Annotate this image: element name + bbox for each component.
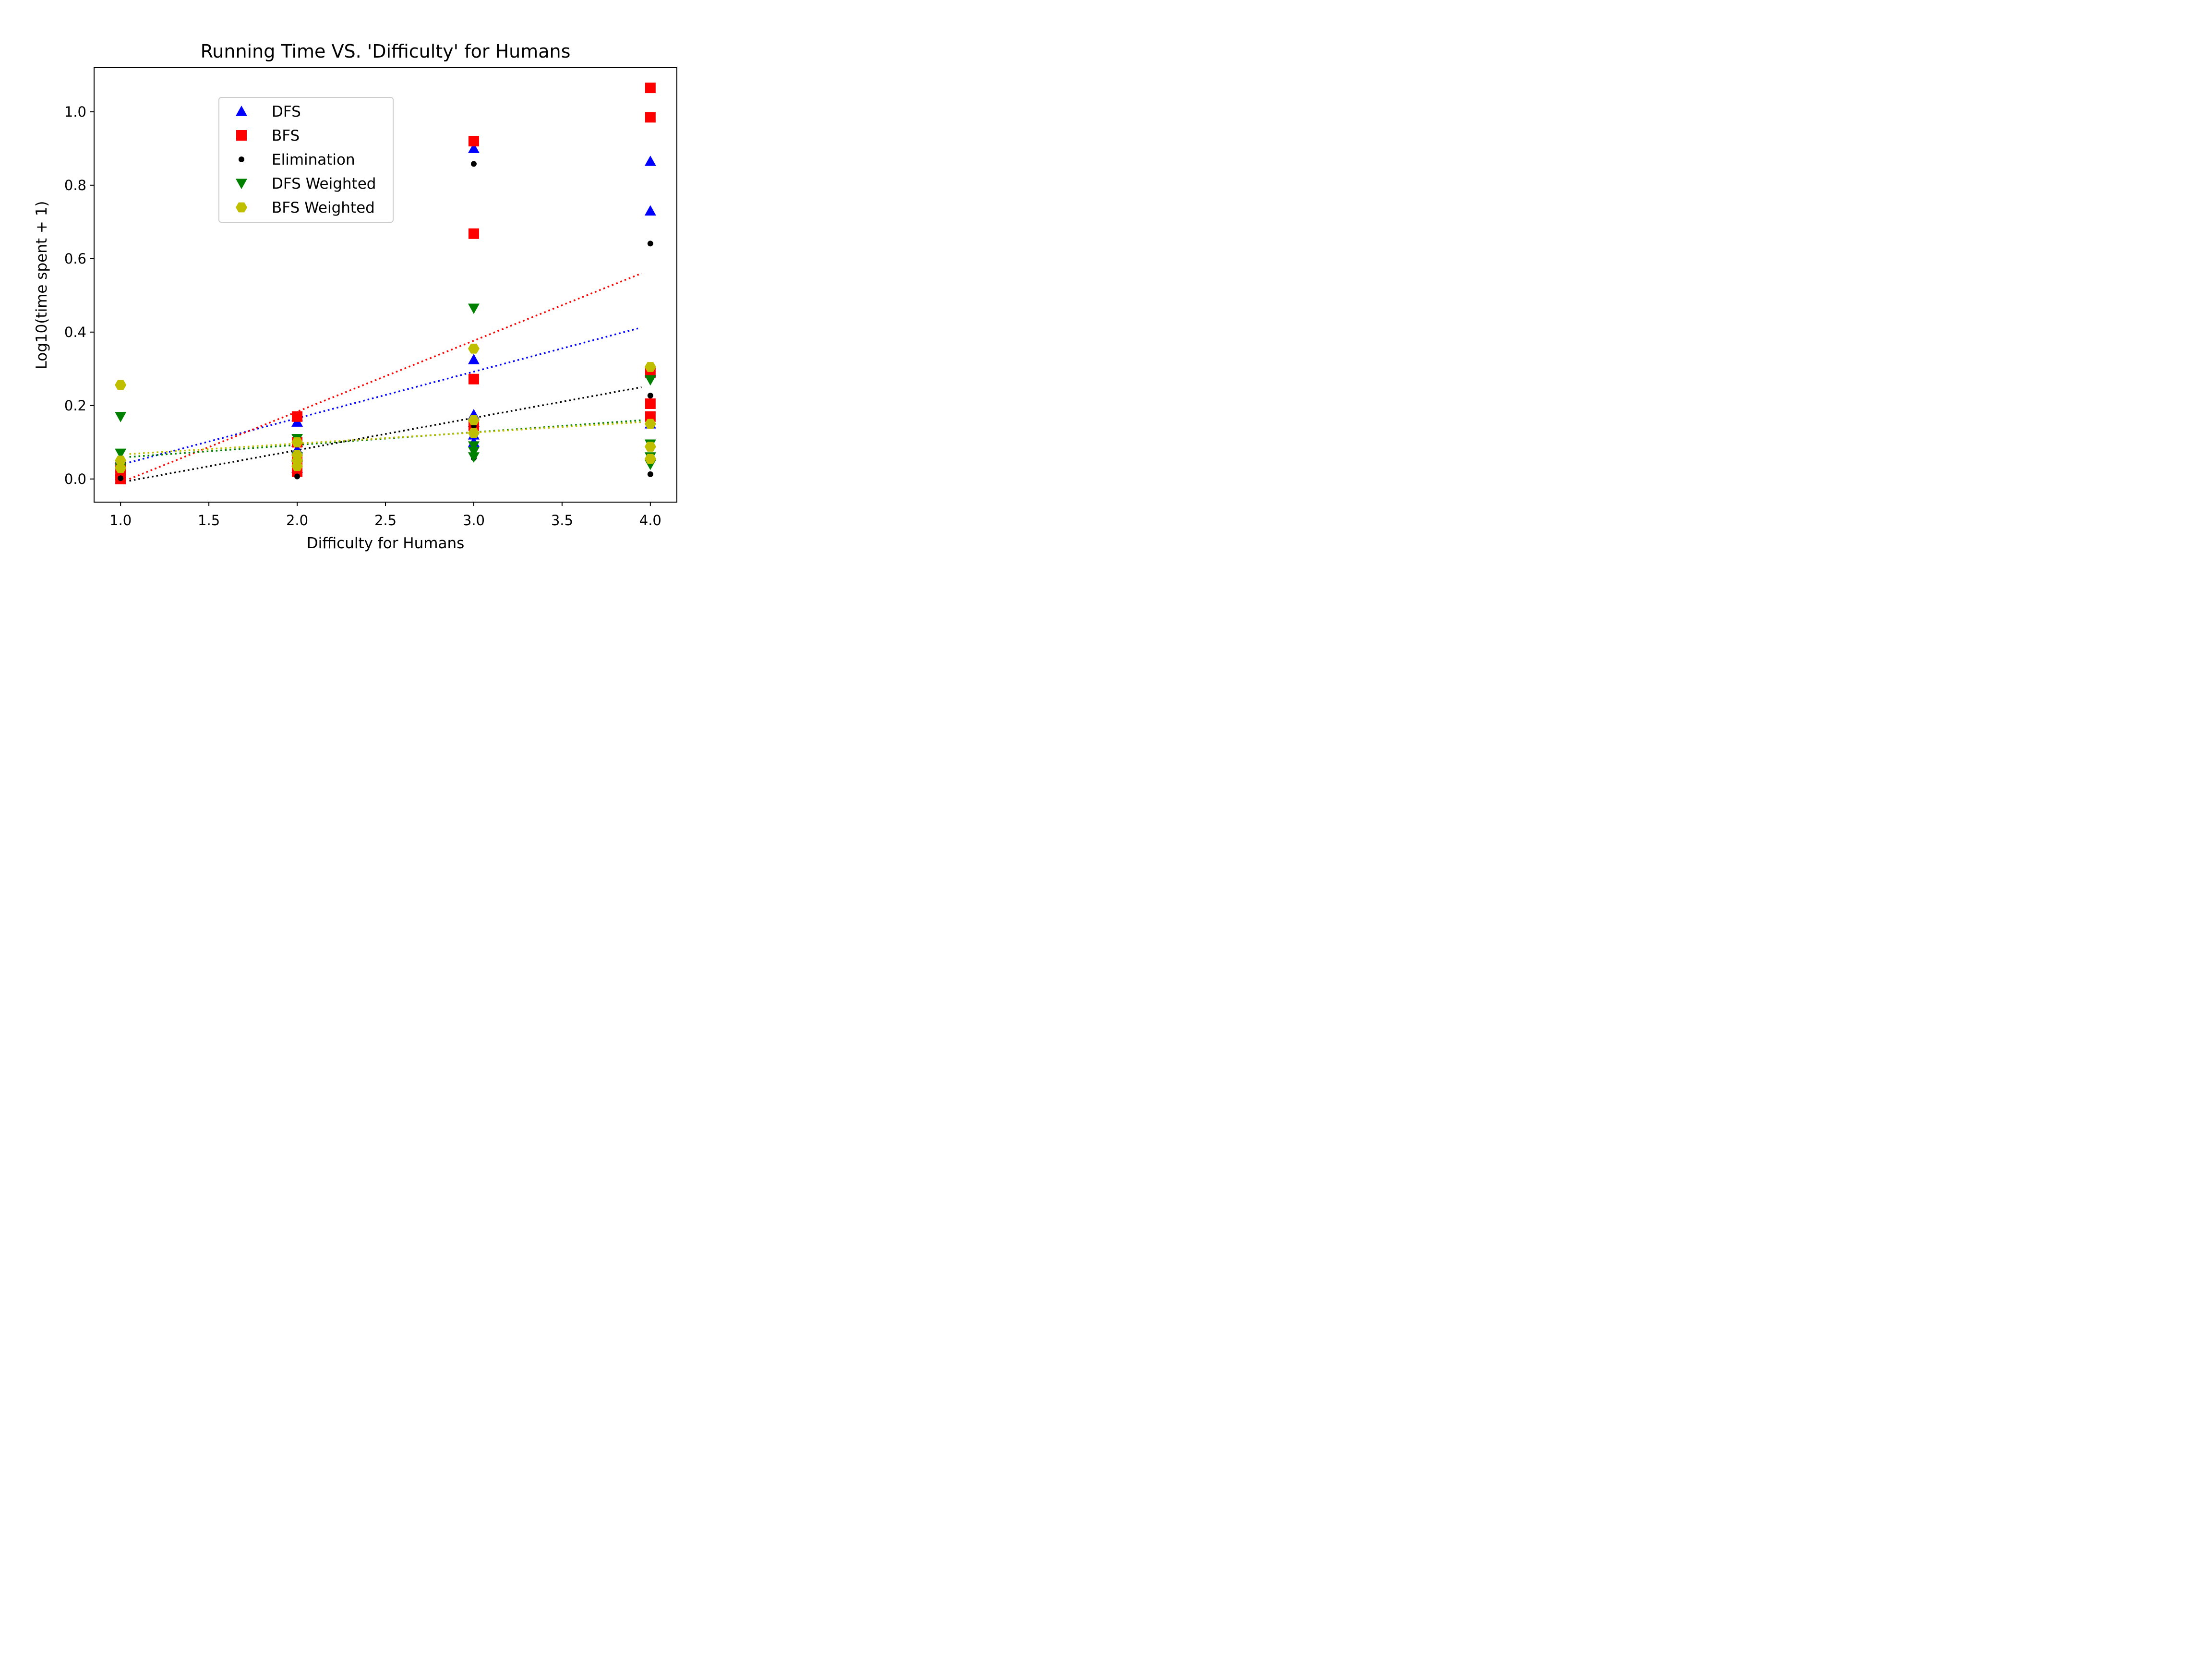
y-tick-label: 1.0 xyxy=(64,104,86,120)
legend-label: BFS Weighted xyxy=(272,199,375,216)
trend-lines xyxy=(129,272,642,482)
chart-title: Running Time VS. 'Difficulty' for Humans xyxy=(201,41,571,62)
data-point xyxy=(647,240,653,247)
x-axis-ticks: 1.0 1.5 2.0 2.5 3.0 3.5 4.0 xyxy=(109,502,661,529)
legend-marker xyxy=(239,156,244,162)
series-bfs-weighted xyxy=(115,343,656,473)
legend-item: BFS Weighted xyxy=(236,199,375,216)
figure-background xyxy=(0,0,742,557)
trend-line-bfs-weighted xyxy=(129,421,642,455)
y-tick-label: 0.4 xyxy=(64,324,86,340)
data-point xyxy=(468,143,480,153)
y-tick-label: 0.8 xyxy=(64,177,86,193)
y-axis-ticks: 0.0 0.2 0.4 0.6 0.8 1.0 xyxy=(64,104,94,487)
legend-item: DFS Weighted xyxy=(236,175,376,192)
x-tick-label: 1.5 xyxy=(198,512,220,529)
data-point xyxy=(468,415,480,425)
x-tick-label: 1.0 xyxy=(109,512,132,529)
data-point xyxy=(647,471,653,477)
data-point xyxy=(468,228,479,239)
data-point xyxy=(645,398,656,409)
legend-label: BFS xyxy=(272,127,300,144)
x-tick-label: 3.0 xyxy=(463,512,485,529)
x-axis-label: Difficulty for Humans xyxy=(307,535,465,552)
data-point xyxy=(644,362,656,372)
data-point xyxy=(468,452,480,463)
y-tick-label: 0.6 xyxy=(64,251,86,267)
data-point xyxy=(645,83,656,94)
legend-item: Elimination xyxy=(239,151,355,168)
legend-marker xyxy=(236,130,247,141)
legend-box xyxy=(218,97,394,223)
trend-line-bfs xyxy=(129,272,642,480)
data-point xyxy=(470,161,477,167)
y-axis-label: Log10(time spent + 1) xyxy=(33,201,50,369)
data-point xyxy=(644,156,656,166)
data-point xyxy=(647,393,653,399)
data-point xyxy=(294,473,301,480)
data-point xyxy=(468,343,480,354)
data-points xyxy=(115,83,656,484)
data-point xyxy=(118,475,124,481)
legend-label: DFS xyxy=(272,103,301,120)
y-tick-label: 0.0 xyxy=(64,471,86,487)
x-tick-label: 2.5 xyxy=(374,512,397,529)
trend-line-dfs xyxy=(129,327,638,464)
data-point xyxy=(644,205,656,216)
data-point xyxy=(291,437,303,447)
data-point xyxy=(291,461,303,471)
data-point xyxy=(644,419,656,429)
data-point xyxy=(645,112,656,123)
data-point xyxy=(468,354,480,364)
data-point xyxy=(115,463,127,473)
legend-item: DFS xyxy=(236,103,301,120)
data-point xyxy=(115,448,127,459)
y-tick-label: 0.2 xyxy=(64,397,86,414)
legend: DFS BFS Elimination DFS Weighted BFS Weighte… xyxy=(218,97,394,223)
data-point xyxy=(115,380,127,390)
trend-line-elimination xyxy=(129,386,642,482)
x-tick-label: 2.0 xyxy=(286,512,308,529)
data-point xyxy=(644,442,656,452)
data-point xyxy=(468,446,480,457)
data-point xyxy=(468,136,479,147)
x-tick-label: 4.0 xyxy=(639,512,661,529)
data-point xyxy=(115,412,127,422)
data-point xyxy=(644,454,656,464)
legend-marker xyxy=(236,202,247,213)
legend-item: BFS xyxy=(236,127,300,144)
legend-label: Elimination xyxy=(272,151,355,168)
data-point xyxy=(292,411,303,422)
scatter-chart: Running Time VS. 'Difficulty' for Humans… xyxy=(0,0,742,557)
data-point xyxy=(468,441,480,452)
data-point xyxy=(644,375,656,386)
legend-marker xyxy=(236,106,247,116)
legend-marker xyxy=(236,179,247,189)
legend-label: DFS Weighted xyxy=(272,175,376,192)
data-point xyxy=(468,428,480,438)
x-tick-label: 3.5 xyxy=(551,512,573,529)
data-point xyxy=(468,373,479,385)
data-point xyxy=(468,303,480,314)
